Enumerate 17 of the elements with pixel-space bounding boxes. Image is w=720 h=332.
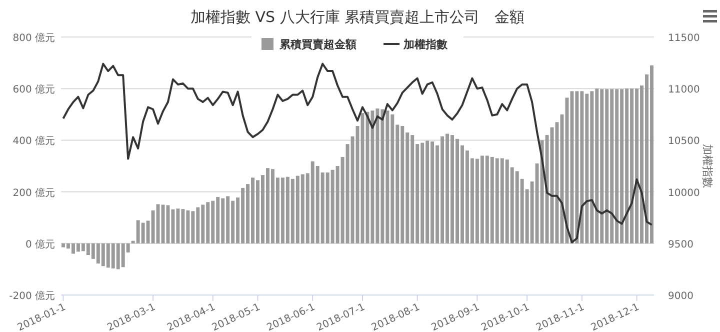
- y-tick-label: 600 億元: [12, 84, 55, 96]
- y2-tick-label: 9000: [668, 291, 694, 302]
- y2-tick-label: 10000: [668, 188, 700, 199]
- y-tick-label: 200 億元: [12, 186, 55, 199]
- y-tick-label: 0 億元: [25, 238, 55, 250]
- chart-title: 加權指數 VS 八大行庫 累積買賣超上市公司 金額: [190, 8, 525, 26]
- y-tick-label: 400 億元: [12, 135, 55, 148]
- y2-tick-label: 11500: [668, 33, 700, 44]
- y2-tick-label: 10500: [668, 136, 700, 148]
- line-series: [62, 62, 653, 244]
- y-tick-label: -200 億元: [9, 290, 55, 302]
- y2-tick-label: 9500: [668, 239, 694, 250]
- y2-tick-label: 11000: [668, 84, 700, 96]
- legend-label: 加權指數: [402, 38, 448, 51]
- y-tick-label: 800 億元: [12, 32, 55, 44]
- y2-axis-title: 加權指數: [701, 144, 714, 188]
- legend-label: 累積買賣超金額: [278, 38, 356, 51]
